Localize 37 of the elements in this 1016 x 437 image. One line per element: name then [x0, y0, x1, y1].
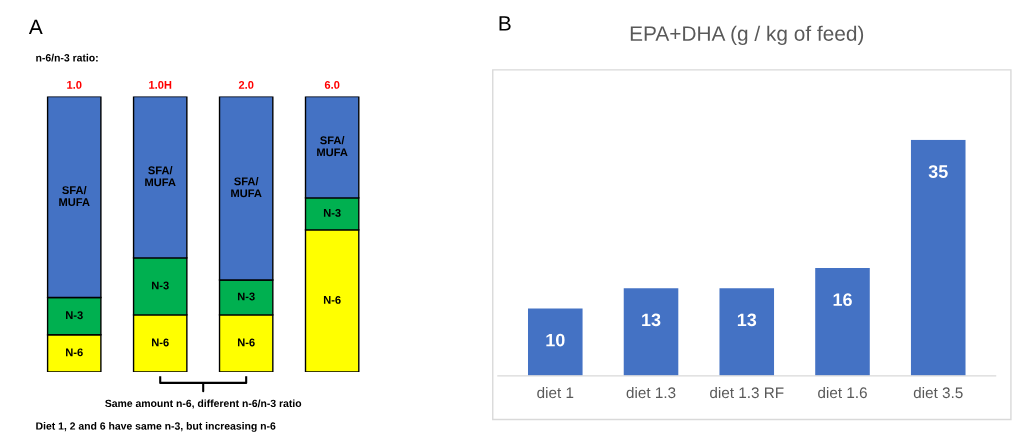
chart-subtitle: EPA+DHA (g / kg of feed) — [630, 25, 864, 46]
chart-title: A — [28, 19, 43, 35]
x-tick-label: diet 1.6 — [818, 386, 867, 399]
data-label: 10 — [546, 333, 565, 347]
series-label: N-3 — [323, 208, 341, 217]
text: N-3 — [237, 292, 255, 301]
text: Diet 1, 2 and 6 have same n-3, but increasing n-6 — [36, 422, 276, 432]
text: Same amount n-6, different n-6/n-3 ratio — [105, 399, 302, 409]
bar — [623, 288, 679, 376]
x-tick-label: diet 1.3 — [626, 386, 676, 399]
text: SFA/ MUFA — [231, 177, 262, 198]
x-tick-label: 6.0 — [324, 80, 340, 89]
x-tick-label: diet 1.3 RF — [710, 386, 784, 399]
text: N-3 — [66, 311, 83, 320]
text: N-6 — [323, 295, 341, 304]
text: SFA/ MUFA — [145, 166, 176, 187]
chart-title: B — [499, 16, 511, 31]
bar — [719, 288, 775, 376]
text: N-6 — [237, 338, 255, 347]
data-label: 35 — [928, 165, 948, 178]
x-tick-label: 1.0H — [149, 80, 172, 89]
x-tick-label: diet 3.5 — [913, 386, 963, 399]
x-tick-label: diet 1 — [537, 386, 574, 399]
data-label: 13 — [737, 313, 757, 327]
series-label: N-6 — [66, 348, 83, 357]
bar — [910, 139, 966, 376]
data-label: 16 — [833, 293, 852, 307]
text: N-3 — [152, 281, 169, 290]
bar — [528, 308, 583, 376]
series-label: SFA/ MUFA — [317, 136, 348, 157]
text: N-6 — [152, 338, 169, 347]
text: SFA/ MUFA — [59, 185, 90, 207]
x-tick-label: 1.0 — [67, 80, 82, 89]
x-axis-title: n-6/n-3 ratio: — [36, 53, 98, 62]
x-tick-label: 2.0 — [238, 80, 254, 89]
data-label: 13 — [642, 313, 661, 327]
bar — [815, 267, 870, 376]
